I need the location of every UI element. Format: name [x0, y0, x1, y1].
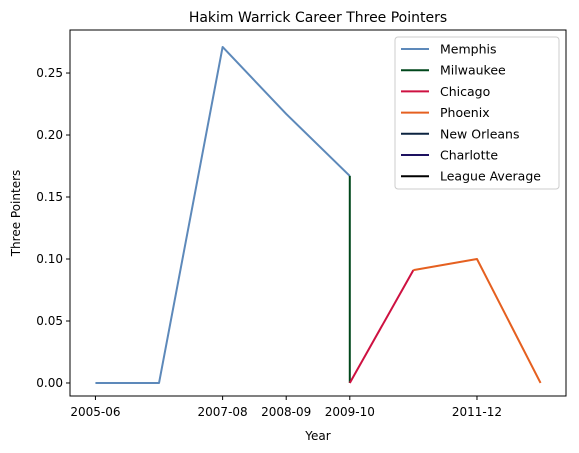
plot-frame [69, 29, 567, 397]
legend-label: Memphis [440, 42, 497, 57]
y-axis: 0.00 0.05 0.10 0.15 0.20 0.25 [36, 66, 70, 390]
x-tick-label: 2005-06 [70, 405, 120, 419]
x-tick-label: 2008-09 [261, 405, 311, 419]
legend-label: Charlotte [440, 148, 498, 163]
y-tick-label: 0.10 [36, 252, 63, 266]
y-tick-label: 0.00 [36, 376, 63, 390]
x-tick-label: 2011-12 [452, 405, 502, 419]
x-axis: 2005-06 2007-08 2008-09 2009-10 2011-12 [70, 396, 502, 419]
x-tick-label: 2007-08 [198, 405, 248, 419]
x-tick-label: 2009-10 [325, 405, 375, 419]
series-line-phoenix [413, 258, 542, 384]
legend-label: League Average [440, 169, 541, 184]
y-tick-label: 0.05 [36, 314, 63, 328]
legend-box [394, 36, 560, 190]
y-axis-title: Three Pointers [9, 170, 23, 258]
plot-area [95, 45, 542, 384]
y-tick-label: 0.15 [36, 190, 63, 204]
y-tick-label: 0.25 [36, 66, 63, 80]
legend-label: Milwaukee [440, 63, 506, 78]
series-line-memphis [95, 45, 351, 384]
y-tick-label: 0.20 [36, 128, 63, 142]
legend-label: Chicago [440, 84, 490, 99]
legend-label: Phoenix [440, 105, 490, 120]
chart-title: Hakim Warrick Career Three Pointers [189, 10, 447, 26]
legend: Memphis Milwaukee Chicago Phoenix New Orlean… [394, 36, 560, 190]
series-line-chicago [348, 269, 415, 384]
legend-label: New Orleans [440, 126, 519, 141]
x-axis-title: Year [304, 429, 330, 443]
